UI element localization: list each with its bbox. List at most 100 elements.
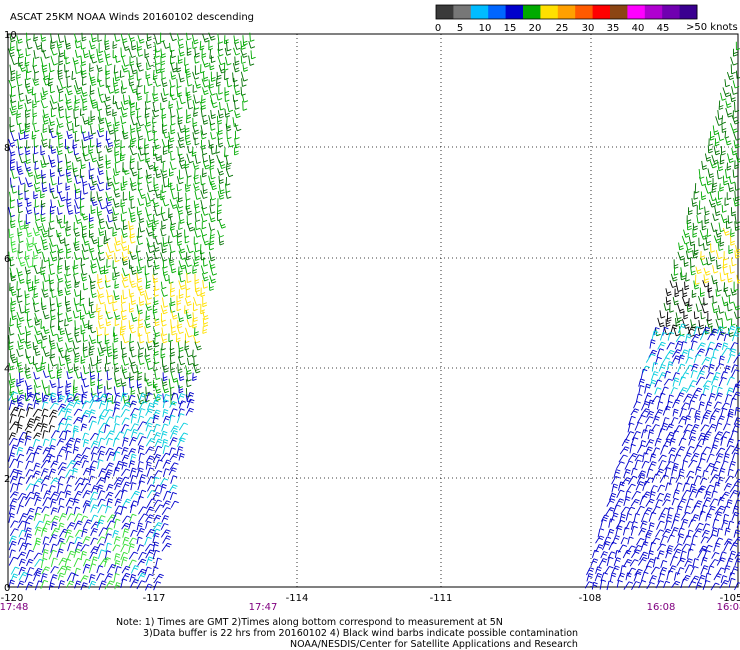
wind-barb <box>154 438 163 447</box>
wind-barb <box>16 482 23 491</box>
wind-barb <box>48 425 56 433</box>
wind-barb <box>97 459 104 470</box>
wind-barb <box>122 162 127 173</box>
wind-barb <box>144 289 152 300</box>
wind-barb <box>138 146 146 156</box>
wind-barb <box>705 484 714 493</box>
wind-barb <box>97 320 105 329</box>
wind-barb <box>96 303 101 313</box>
wind-barb <box>692 222 698 231</box>
wind-barb <box>675 392 685 402</box>
wind-barb <box>714 138 720 147</box>
wind-barb <box>145 303 153 311</box>
wind-barb <box>72 573 79 583</box>
wind-barb <box>225 161 231 170</box>
wind-barb <box>26 32 32 41</box>
wind-barb <box>88 415 97 423</box>
wind-barb <box>48 468 57 477</box>
wind-barb <box>146 467 155 478</box>
wind-barb <box>136 92 143 101</box>
wind-barb <box>689 483 696 492</box>
wind-barb <box>90 265 97 274</box>
wind-barb <box>694 415 701 423</box>
wind-barb <box>144 394 150 403</box>
wind-barb <box>715 453 724 461</box>
wind-barb <box>73 363 79 372</box>
wind-barb <box>160 523 169 531</box>
wind-barb <box>655 580 665 589</box>
wind-barb <box>724 169 731 179</box>
wind-barb <box>160 154 166 164</box>
wind-barb <box>706 453 715 463</box>
wind-barb <box>713 401 722 409</box>
wind-barb <box>684 415 692 425</box>
wind-barb <box>32 237 38 246</box>
wind-barb <box>57 199 65 208</box>
wind-barb <box>168 274 174 284</box>
wind-barb <box>34 175 41 185</box>
wind-barb <box>9 94 17 104</box>
wind-barb <box>169 430 178 439</box>
wind-barb <box>138 474 147 484</box>
wind-barb <box>49 169 55 178</box>
wind-barb <box>681 460 689 470</box>
wind-barb <box>625 572 632 581</box>
wind-barb <box>50 145 57 154</box>
wind-barb <box>725 107 733 118</box>
wind-barb <box>700 311 706 320</box>
wind-barb <box>595 535 605 544</box>
wind-barb <box>120 182 126 191</box>
wind-barb <box>646 582 655 590</box>
wind-barb <box>215 145 221 154</box>
wind-barb <box>716 326 724 334</box>
wind-barb <box>122 528 130 538</box>
wind-barb <box>98 558 109 567</box>
wind-barb <box>80 42 86 50</box>
wind-barb <box>106 483 114 492</box>
wind-barb <box>130 565 139 574</box>
wind-barb <box>633 572 642 582</box>
colorbar <box>435 4 698 20</box>
wind-barb <box>660 444 669 455</box>
wind-barb <box>730 228 735 238</box>
wind-barb <box>90 125 97 135</box>
wind-barb <box>104 533 112 544</box>
wind-barb <box>671 497 679 506</box>
wind-barb <box>636 505 645 515</box>
wind-barb <box>25 206 33 215</box>
wind-barb <box>209 169 216 180</box>
wind-barb <box>138 349 143 358</box>
wind-barb <box>626 483 636 493</box>
colorbar-unit-label: >50 knots <box>686 22 738 33</box>
wind-barb <box>138 551 147 560</box>
wind-barb <box>103 265 109 275</box>
longitude-label: -114 <box>286 593 309 604</box>
wind-barb <box>33 371 40 380</box>
wind-barb <box>10 242 17 253</box>
wind-barb <box>144 536 152 546</box>
wind-barb <box>137 227 143 238</box>
wind-barb <box>33 422 43 432</box>
wind-barb <box>89 94 97 105</box>
wind-barb <box>719 237 725 247</box>
wind-barb <box>208 79 215 89</box>
wind-barb <box>50 557 58 568</box>
wind-barb <box>136 364 143 375</box>
wind-barb <box>114 415 121 424</box>
wind-barb <box>9 549 16 558</box>
wind-barb <box>209 237 215 246</box>
wind-barb <box>162 385 170 394</box>
wind-barb <box>162 535 172 544</box>
wind-barb <box>186 391 195 402</box>
wind-barb <box>48 222 55 230</box>
wind-barb <box>621 477 631 486</box>
wind-barb <box>208 175 215 186</box>
wind-barb <box>57 395 65 403</box>
wind-barb <box>161 327 168 337</box>
wind-barb <box>152 453 162 463</box>
wind-barb <box>161 184 167 194</box>
wind-barb <box>40 132 48 142</box>
wind-barb <box>82 102 88 111</box>
wind-barb <box>152 339 160 348</box>
wind-barb <box>728 572 736 582</box>
